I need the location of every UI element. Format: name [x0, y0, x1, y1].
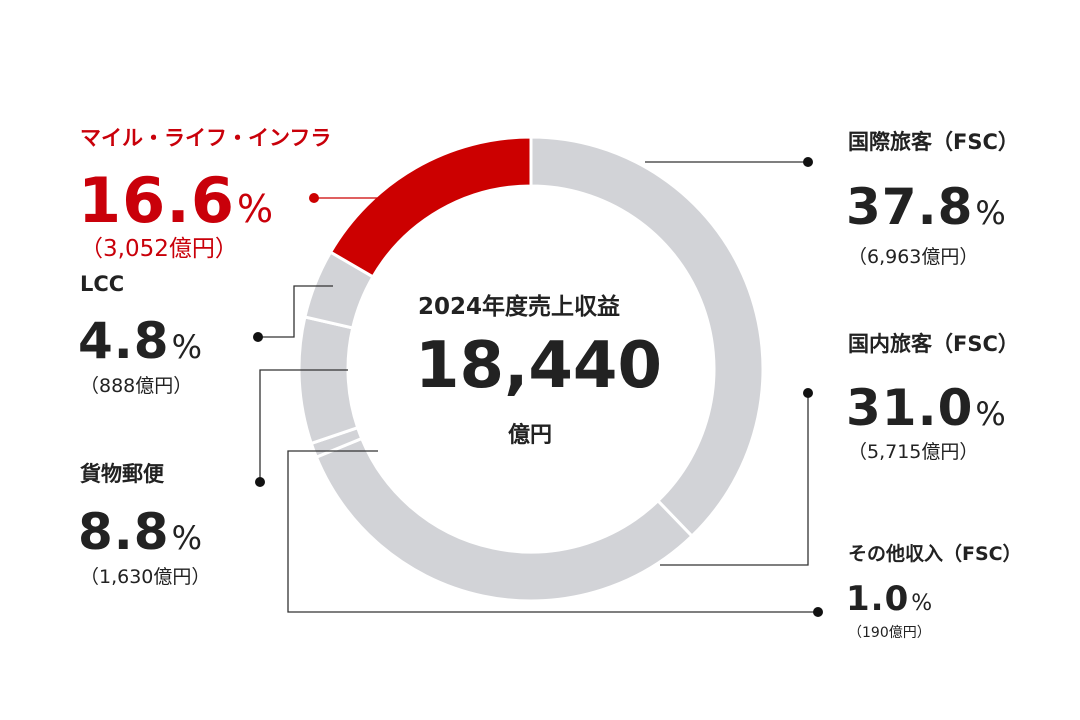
slice-amount-international: （6,963億円） [848, 246, 979, 268]
donut-slice-international [529, 135, 765, 539]
leader-dot-international [803, 157, 813, 167]
leader-line-cargo [259, 369, 348, 482]
data-label: 4.8 [78, 312, 170, 370]
slice-amount-lcc: （888億円） [80, 375, 193, 397]
percent-unit: % [975, 395, 1007, 433]
data-label: 31.0 [846, 379, 974, 437]
donut-slice-mile-life-infra [328, 135, 533, 279]
slice-amount-mile-life-infra: （3,052億円） [80, 236, 238, 262]
leader-dot-mile-life-infra [309, 193, 319, 203]
percent-unit: % [171, 519, 203, 557]
leader-dot-lcc [253, 332, 263, 342]
slice-label-mile-life-infra: マイル・ライフ・インフラ [80, 126, 332, 150]
slice-percent-domestic: 31.0% [846, 383, 1007, 433]
leader-dot-cargo [255, 477, 265, 487]
slice-label-other: その他収入（FSC） [848, 543, 1022, 565]
percent-unit: % [975, 194, 1007, 232]
slice-percent-mile-life-infra: 16.6% [78, 170, 274, 232]
percent-unit: % [911, 591, 934, 616]
slice-percent-cargo: 8.8% [78, 507, 203, 557]
slice-label-international: 国際旅客（FSC） [848, 130, 1019, 154]
data-label: 8.8 [78, 503, 170, 561]
slice-percent-lcc: 4.8% [78, 316, 203, 366]
slice-percent-other: 1.0% [846, 582, 933, 616]
total-revenue-unit: 億円 [508, 423, 553, 448]
leader-dot-other [813, 607, 823, 617]
data-label: 16.6 [78, 164, 235, 237]
leader-line-domestic [660, 393, 809, 566]
donut-slice-domestic [314, 436, 695, 603]
percent-unit: % [171, 328, 203, 366]
donut-slice-cargo [297, 315, 360, 446]
data-label: 37.8 [846, 178, 974, 236]
leader-line-lcc [258, 285, 333, 338]
slice-label-cargo: 貨物郵便 [80, 462, 164, 486]
slice-label-domestic: 国内旅客（FSC） [848, 332, 1019, 356]
slice-amount-domestic: （5,715億円） [848, 441, 979, 463]
total-revenue-value: 18,440 [415, 329, 662, 403]
data-label: 1.0 [846, 579, 910, 619]
chart-title: 2024年度売上収益 [418, 294, 621, 320]
slice-amount-cargo: （1,630億円） [80, 566, 211, 588]
slice-amount-other: （190億円） [848, 625, 931, 641]
slice-percent-international: 37.8% [846, 182, 1007, 232]
leader-dot-domestic [803, 388, 813, 398]
slice-label-lcc: LCC [80, 272, 125, 296]
percent-unit: % [236, 187, 275, 231]
leader-line-other [287, 450, 818, 613]
